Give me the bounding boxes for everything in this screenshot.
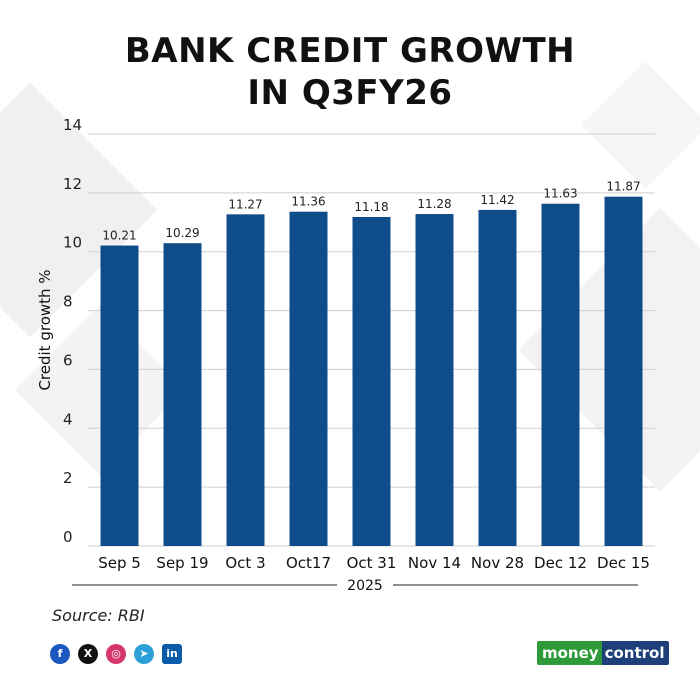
y-tick-label: 6 <box>63 351 73 369</box>
chart-title: BANK CREDIT GROWTH IN Q3FY26 <box>124 31 576 113</box>
x-tick-label: Nov 14 <box>408 554 461 572</box>
y-tick-label: 0 <box>63 528 73 546</box>
x-tick-label: Oct17 <box>286 554 331 572</box>
x-tick-label: Nov 28 <box>471 554 524 572</box>
bars <box>100 196 643 547</box>
x-icon[interactable]: X <box>78 644 98 664</box>
logo-part-control: control <box>601 641 670 665</box>
x-tick-label: Sep 5 <box>98 554 141 572</box>
data-label: 11.63 <box>543 187 577 201</box>
telegram-icon[interactable]: ➤ <box>134 644 154 664</box>
x-tick-label: Dec 12 <box>534 554 587 572</box>
bar <box>289 211 328 547</box>
x-tick-label: Oct 3 <box>225 554 265 572</box>
labels: 0 2 4 6 8 10 12 14 10.21 Sep 5 10.29 Sep 19 11.27 Oct… <box>63 116 650 572</box>
y-tick-label: 14 <box>63 116 82 134</box>
y-tick-label: 12 <box>63 175 82 193</box>
data-label: 11.18 <box>354 200 388 214</box>
data-label: 11.28 <box>417 197 451 211</box>
logo-part-money: money <box>537 641 602 665</box>
bar <box>604 196 643 546</box>
facebook-icon[interactable]: f <box>50 644 70 664</box>
bar <box>415 214 454 546</box>
bar <box>478 209 517 546</box>
bar <box>163 243 202 546</box>
bar <box>226 214 265 546</box>
y-tick-label: 8 <box>63 293 73 311</box>
data-label: 11.27 <box>228 197 262 211</box>
y-tick-label: 4 <box>63 410 73 428</box>
x-tick-label: Oct 31 <box>347 554 397 572</box>
data-label: 10.21 <box>102 229 136 243</box>
bar <box>352 216 391 546</box>
data-label: 11.36 <box>291 195 325 209</box>
y-tick-label: 2 <box>63 469 73 487</box>
data-label: 10.29 <box>165 226 199 240</box>
social-icons: f X ◎ ➤ in <box>50 644 182 664</box>
instagram-icon[interactable]: ◎ <box>106 644 126 664</box>
x-axis-year-label: 2025 <box>347 578 383 594</box>
moneycontrol-logo: money control <box>537 641 670 665</box>
source-note: Source: RBI <box>52 606 145 625</box>
y-tick-label: 10 <box>63 234 82 252</box>
data-label: 11.42 <box>480 193 514 207</box>
x-tick-label: Sep 19 <box>156 554 208 572</box>
linkedin-icon[interactable]: in <box>162 644 182 664</box>
bar <box>541 203 580 546</box>
bar <box>100 245 139 546</box>
y-axis-label: Credit growth % <box>36 269 54 390</box>
x-tick-label: Dec 15 <box>597 554 650 572</box>
data-label: 11.87 <box>606 180 640 194</box>
